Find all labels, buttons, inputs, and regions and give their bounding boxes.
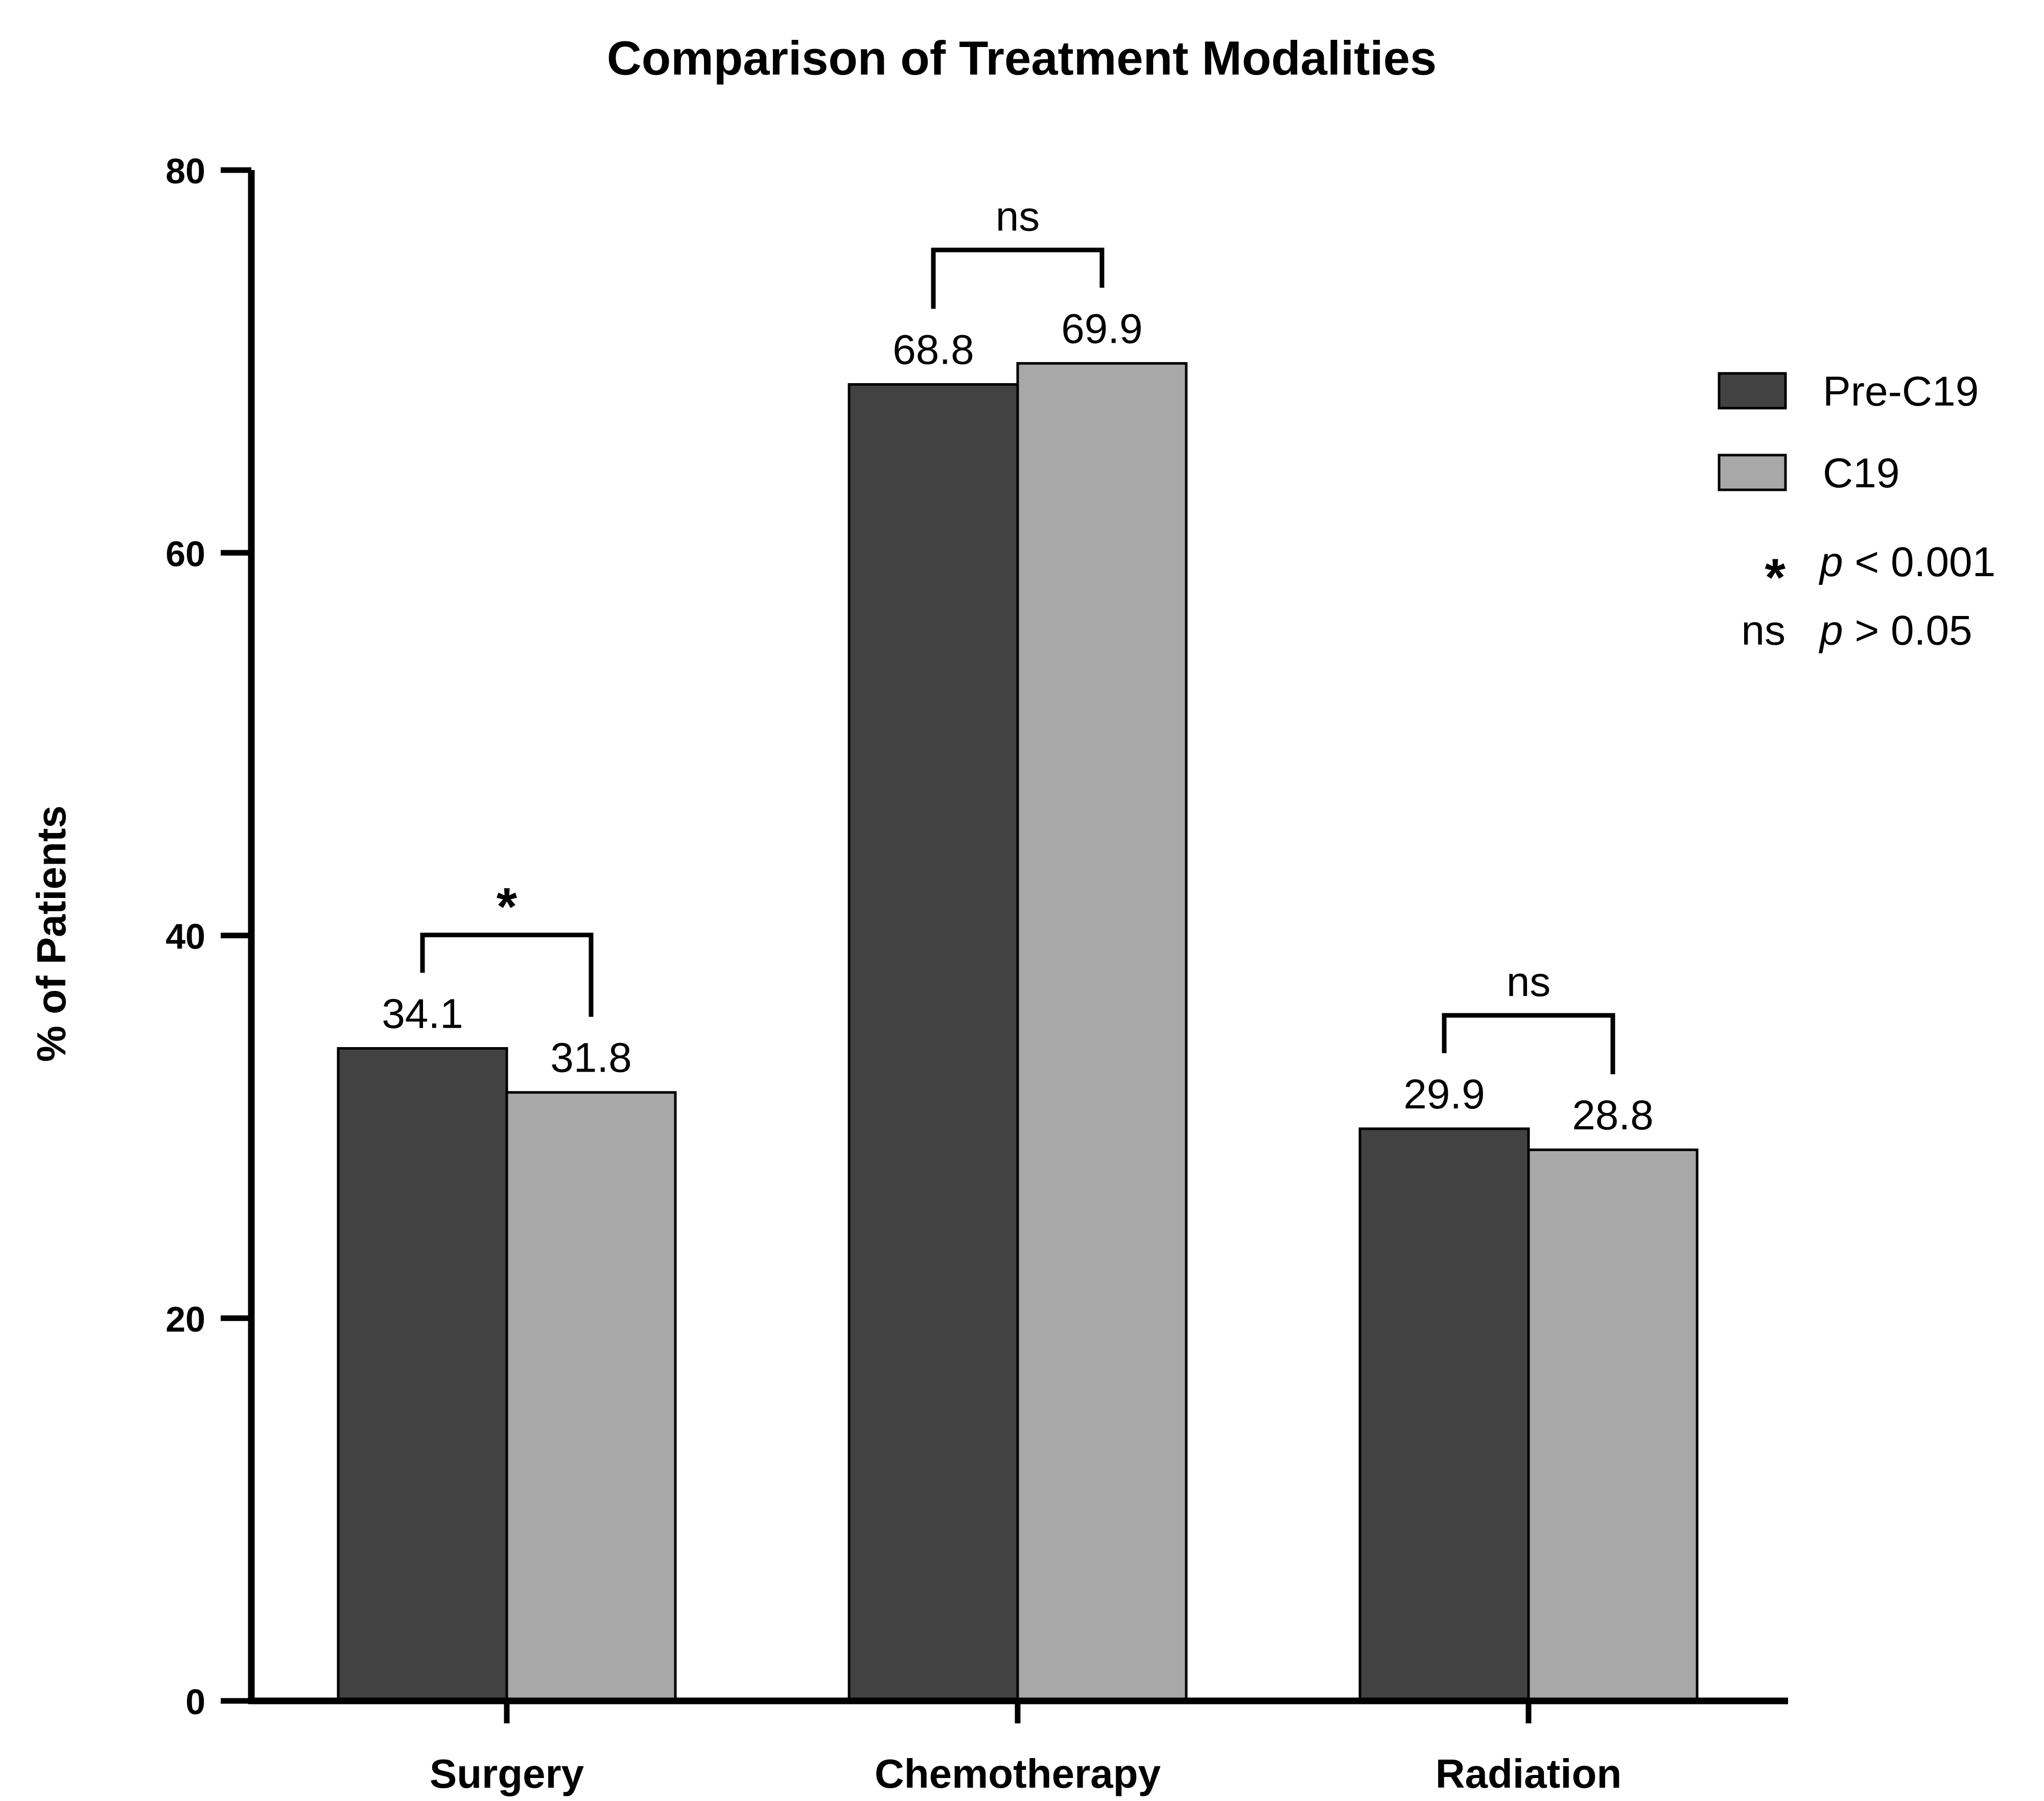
value-label-surgery-c19: 31.8	[550, 1035, 632, 1081]
axes-layer: Surgery Chemotherapy Radiation 0 20 40 60 80	[166, 151, 1788, 1796]
value-label-radiation-c19: 28.8	[1572, 1092, 1654, 1139]
chart-title: Comparison of Treatment Modalities	[607, 31, 1437, 85]
value-label-chemotherapy-c19: 69.9	[1061, 305, 1143, 352]
x-tick-label-surgery: Surgery	[430, 1751, 584, 1796]
value-label-surgery-pre-c19: 34.1	[382, 991, 463, 1037]
legend-label-pre-c19: Pre-C19	[1823, 368, 1979, 415]
significance-marker-radiation: ns	[1507, 959, 1551, 1005]
legend-note-text: p > 0.05	[1818, 607, 1972, 654]
significance-bracket-surgery	[420, 933, 594, 1017]
value-label-radiation-pre-c19: 29.9	[1403, 1071, 1485, 1118]
legend-note-symbol: *	[1765, 548, 1786, 607]
legend-note-p: p	[1818, 607, 1843, 654]
x-tick-label-radiation: Radiation	[1436, 1751, 1622, 1796]
significance-bracket-chemotherapy	[931, 247, 1105, 309]
legend-note-threshold: < 0.001	[1843, 539, 1996, 585]
bar-radiation-c19	[1527, 1148, 1699, 1702]
y-tick-label: 40	[166, 917, 205, 957]
bar-surgery-c19	[505, 1091, 677, 1702]
legend-note-text: p < 0.001	[1818, 539, 1995, 585]
legend-note-p: p	[1818, 539, 1843, 585]
legend-note-threshold: > 0.05	[1843, 607, 1972, 654]
bar-surgery-pre-c19	[337, 1047, 508, 1702]
bar-chemotherapy-c19	[1016, 362, 1188, 1702]
y-tick-label: 0	[185, 1682, 205, 1722]
bar-radiation-pre-c19	[1358, 1127, 1530, 1702]
significance-bracket-radiation	[1442, 1013, 1615, 1075]
y-axis-label: % of Patients	[29, 805, 74, 1062]
significance-marker-chemotherapy: ns	[996, 193, 1040, 240]
y-tick-label: 80	[166, 151, 205, 191]
x-tick-label-chemotherapy: Chemotherapy	[875, 1751, 1161, 1796]
y-tick-label: 60	[166, 534, 205, 574]
legend-label-c19: C19	[1823, 450, 1899, 496]
legend-note-symbol: ns	[1741, 607, 1785, 654]
legend-swatch-pre-c19	[1718, 372, 1787, 410]
legend-swatch-c19	[1718, 454, 1787, 491]
significance-marker-surgery: *	[497, 878, 518, 937]
bar-chemotherapy-pre-c19	[848, 383, 1019, 1702]
significance-layer: * ns ns	[420, 193, 1615, 1075]
value-label-chemotherapy-pre-c19: 68.8	[892, 327, 974, 373]
y-tick-label: 20	[166, 1299, 205, 1339]
bars-layer: 34.1 31.8 68.8 69.9 29.9 28.8	[337, 305, 1699, 1702]
